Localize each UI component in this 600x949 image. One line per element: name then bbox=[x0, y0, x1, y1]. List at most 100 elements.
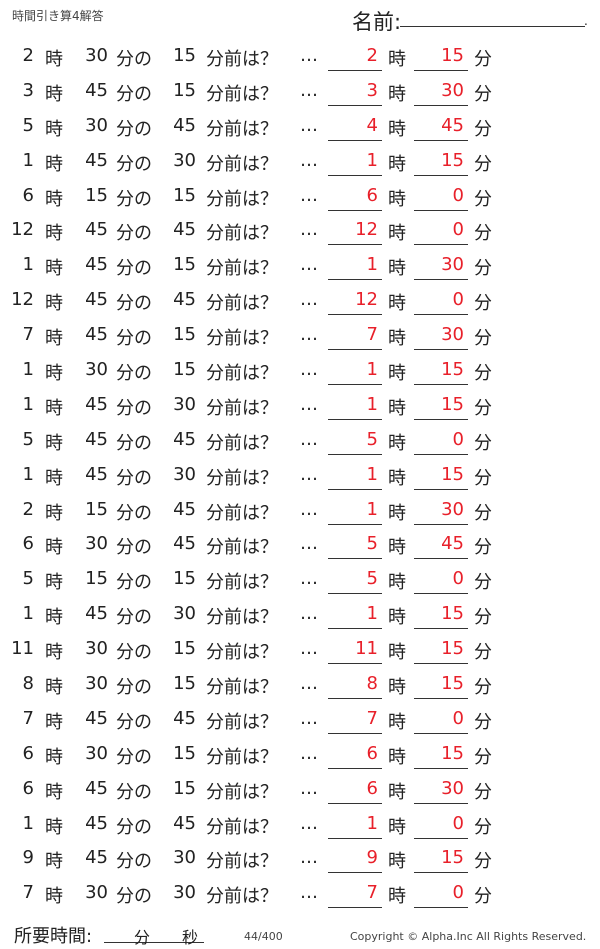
min-of-label: 分の bbox=[116, 328, 152, 350]
answer-minute-label: 分 bbox=[474, 223, 492, 245]
answer-hour-field[interactable] bbox=[328, 244, 382, 246]
answer-minute-field[interactable] bbox=[414, 907, 468, 909]
answer-hour-field[interactable] bbox=[328, 663, 382, 665]
answer-minute-field[interactable] bbox=[414, 104, 468, 106]
answer-minute: 0 bbox=[452, 568, 464, 590]
answer-hour-label: 時 bbox=[388, 328, 406, 350]
name-field[interactable] bbox=[400, 26, 585, 27]
answer-minute-field[interactable] bbox=[414, 488, 468, 490]
answer-hour-field[interactable] bbox=[328, 139, 382, 141]
question-label: 分前は？ bbox=[206, 677, 278, 699]
answer-minute-field[interactable] bbox=[414, 244, 468, 246]
answer-minute-field[interactable] bbox=[414, 139, 468, 141]
answer-hour-field[interactable] bbox=[328, 104, 382, 106]
time-field[interactable] bbox=[104, 942, 204, 943]
answer-minute-field[interactable] bbox=[414, 279, 468, 281]
subtract-value: 45 bbox=[173, 812, 196, 834]
answer-minute-field[interactable] bbox=[414, 314, 468, 316]
answer-minute-field[interactable] bbox=[414, 523, 468, 525]
answer-minute-field[interactable] bbox=[414, 767, 468, 769]
answer-hour-field[interactable] bbox=[328, 209, 382, 211]
time-label: 所要時間: bbox=[14, 926, 93, 947]
answer-hour-field[interactable] bbox=[328, 732, 382, 734]
answer-hour-field[interactable] bbox=[328, 453, 382, 455]
answer-minute-field[interactable] bbox=[414, 663, 468, 665]
answer-minute-field[interactable] bbox=[414, 418, 468, 420]
problem-row: 12 時 45 分の 45 分前は？ … 12 時 0 分 bbox=[0, 283, 600, 318]
answer-minute-field[interactable] bbox=[414, 593, 468, 595]
answer-hour-field[interactable] bbox=[328, 523, 382, 525]
answer-hour-field[interactable] bbox=[328, 698, 382, 700]
answer-hour-field[interactable] bbox=[328, 70, 382, 71]
hour-value: 6 bbox=[22, 184, 34, 206]
answer-minute-field[interactable] bbox=[414, 209, 468, 211]
answer-minute: 0 bbox=[452, 882, 464, 904]
problem-row: 7 時 30 分の 30 分前は？… 7 時 0 分 bbox=[0, 876, 600, 911]
answer-minute-field[interactable] bbox=[414, 349, 468, 351]
answer-hour-field[interactable] bbox=[328, 628, 382, 630]
answer-hour-field[interactable] bbox=[328, 314, 382, 316]
hour-label: 時 bbox=[45, 432, 63, 454]
min-of-label: 分の bbox=[116, 49, 152, 70]
answer-hour-field[interactable] bbox=[328, 418, 382, 420]
subtract-value: 15 bbox=[173, 359, 196, 381]
answer-minute: 0 bbox=[452, 184, 464, 206]
min-of-label: 分の bbox=[116, 537, 152, 559]
answer-hour-label: 時 bbox=[388, 293, 406, 315]
answer-minute-label: 分 bbox=[474, 816, 492, 838]
question-label: 分前は？ bbox=[206, 746, 278, 768]
answer-hour-field[interactable] bbox=[328, 802, 382, 804]
answer-hour-field[interactable] bbox=[328, 907, 382, 909]
answer-hour-field[interactable] bbox=[328, 488, 382, 490]
minute-value: 45 bbox=[85, 777, 108, 799]
answer-minute-label: 分 bbox=[474, 432, 492, 454]
answer-minute-field[interactable] bbox=[414, 837, 468, 839]
problem-row: 1 時 45 分の 30 分前は？… 1 時 15 分 bbox=[0, 458, 600, 493]
answer-minute-field[interactable] bbox=[414, 174, 468, 176]
answer-hour-field[interactable] bbox=[328, 174, 382, 176]
hour-label: 時 bbox=[45, 677, 63, 699]
minute-value: 45 bbox=[85, 707, 108, 729]
problem-row: 12 時 45 分の 45 分前は？ … 12 時 0 分 bbox=[0, 213, 600, 248]
ellipsis: … bbox=[300, 812, 318, 834]
answer-hour-field[interactable] bbox=[328, 349, 382, 351]
answer-hour-field[interactable] bbox=[328, 837, 382, 839]
min-of-label: 分の bbox=[116, 397, 152, 419]
subtract-value: 30 bbox=[173, 847, 196, 869]
answer-minute-field[interactable] bbox=[414, 558, 468, 560]
answer-minute-label: 分 bbox=[474, 363, 492, 385]
answer-minute-label: 分 bbox=[474, 572, 492, 594]
subtract-value: 15 bbox=[173, 777, 196, 799]
ellipsis: … bbox=[300, 184, 318, 206]
min-of-label: 分の bbox=[116, 188, 152, 210]
answer-minute-label: 分 bbox=[474, 188, 492, 210]
answer-hour-field[interactable] bbox=[328, 558, 382, 560]
answer-hour-field[interactable] bbox=[328, 767, 382, 769]
problem-row: 1 時 45 分の 15 分前は？… 1 時 30 分 bbox=[0, 248, 600, 283]
answer-minute: 15 bbox=[441, 742, 464, 764]
answer-hour-field[interactable] bbox=[328, 384, 382, 386]
hour-label: 時 bbox=[45, 781, 63, 803]
hour-label: 時 bbox=[45, 572, 63, 594]
answer-hour-label: 時 bbox=[388, 118, 406, 140]
answer-hour-field[interactable] bbox=[328, 872, 382, 874]
answer-minute-field[interactable] bbox=[414, 628, 468, 630]
answer-minute-field[interactable] bbox=[414, 872, 468, 874]
ellipsis: … bbox=[300, 882, 318, 904]
answer-minute-field[interactable] bbox=[414, 70, 468, 71]
hour-value: 2 bbox=[22, 498, 34, 520]
answer-minute-field[interactable] bbox=[414, 698, 468, 700]
answer-hour: 1 bbox=[366, 812, 378, 834]
answer-minute-field[interactable] bbox=[414, 384, 468, 386]
answer-minute-field[interactable] bbox=[414, 453, 468, 455]
answer-hour-field[interactable] bbox=[328, 279, 382, 281]
min-of-label: 分の bbox=[116, 467, 152, 489]
answer-minute-field[interactable] bbox=[414, 732, 468, 734]
answer-minute-label: 分 bbox=[474, 711, 492, 733]
answer-minute-field[interactable] bbox=[414, 802, 468, 804]
answer-hour: 7 bbox=[366, 324, 378, 346]
answer-hour-field[interactable] bbox=[328, 593, 382, 595]
min-of-label: 分の bbox=[116, 677, 152, 699]
hour-value: 1 bbox=[22, 463, 34, 485]
question-label: 分前は？ bbox=[206, 188, 278, 210]
